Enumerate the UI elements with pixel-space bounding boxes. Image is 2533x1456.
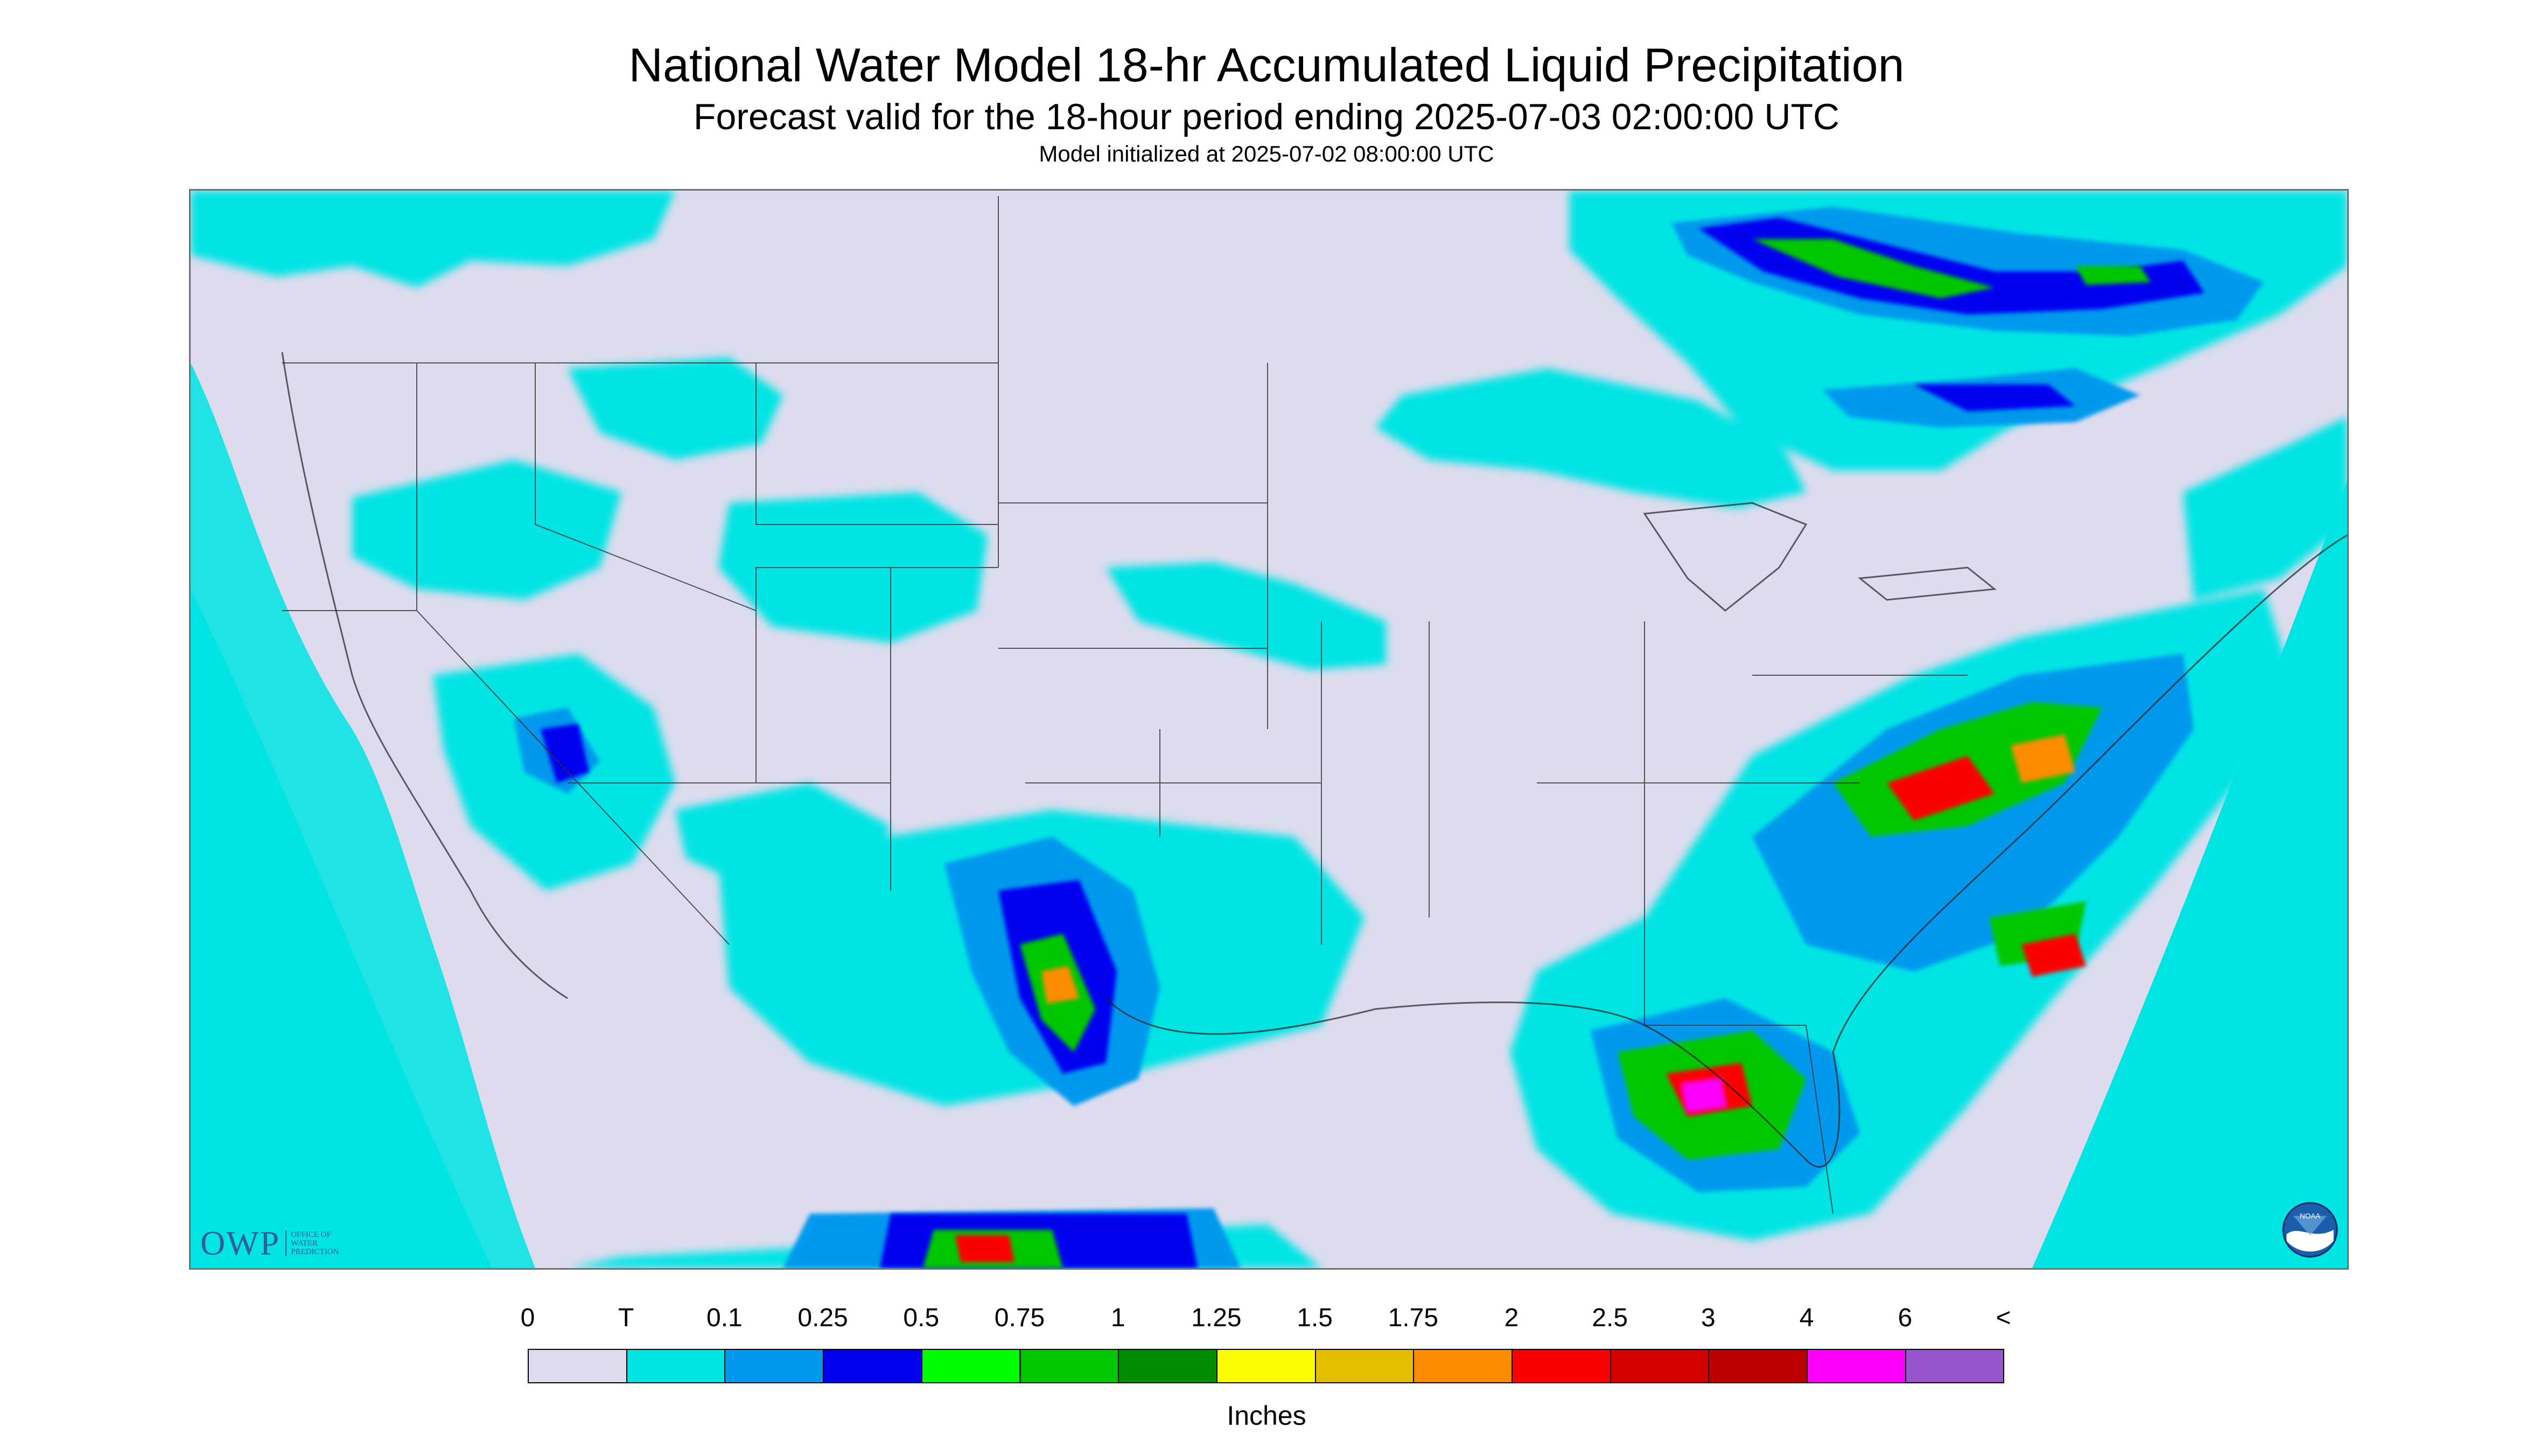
chart-title: National Water Model 18-hr Accumulated L… — [628, 38, 1905, 92]
legend-tick-label: 4 — [1799, 1304, 1814, 1332]
legend-tick-label: 2.5 — [1592, 1304, 1628, 1332]
legend-tick-label: 1.5 — [1297, 1304, 1333, 1332]
legend-tick-label: 0.5 — [903, 1304, 940, 1332]
legend-swatch — [1019, 1349, 1119, 1383]
owp-logo: OWP OFFICE OF WATER PREDICTION — [200, 1223, 366, 1263]
legend-swatch — [1610, 1349, 1710, 1383]
great-lakes — [1643, 502, 1997, 612]
owp-logo-subtitle: OFFICE OF WATER PREDICTION — [285, 1230, 366, 1256]
legend-swatch — [1118, 1349, 1217, 1383]
legend-tick-label: 1 — [1110, 1304, 1125, 1332]
pacific-coast-band — [191, 363, 535, 1268]
legend-swatch — [1413, 1349, 1513, 1383]
state-boundaries — [282, 196, 1968, 1214]
legend-swatch — [1905, 1349, 2005, 1383]
legend-swatch — [1807, 1349, 1906, 1383]
owp-logo-text: OWP — [200, 1224, 281, 1262]
extreme-precip-cores — [955, 734, 2086, 1262]
init-time: Model initialized at 2025-07-02 08:00:00… — [1039, 141, 1494, 166]
legend-swatch — [724, 1349, 824, 1383]
legend-tick-label: 1.75 — [1388, 1304, 1439, 1332]
legend-tick-label: 2 — [1504, 1304, 1519, 1332]
legend-swatch — [1216, 1349, 1316, 1383]
legend-swatch — [1512, 1349, 1611, 1383]
legend-tick-label: < — [1996, 1304, 2011, 1332]
legend-units: Inches — [1227, 1401, 1306, 1431]
legend-tick-label: 1.25 — [1191, 1304, 1242, 1332]
legend-swatch — [1708, 1349, 1808, 1383]
legend-swatch — [1314, 1349, 1415, 1383]
legend-tick-label: T — [618, 1304, 634, 1332]
legend-tick-label: 0.25 — [797, 1304, 848, 1332]
noaa-logo-icon: NOAA — [2282, 1202, 2338, 1258]
legend-tick-label: 3 — [1701, 1304, 1716, 1332]
legend-tick-label: 6 — [1898, 1304, 1913, 1332]
legend-swatch — [528, 1349, 627, 1383]
svg-text:NOAA: NOAA — [2300, 1212, 2320, 1220]
domain-edge-left — [191, 191, 492, 1268]
precipitation-map[interactable] — [189, 189, 2349, 1270]
coastline — [281, 352, 2347, 1168]
legend-swatch — [921, 1349, 1021, 1383]
legend-tick-label: 0 — [520, 1304, 535, 1332]
legend-swatch — [823, 1349, 922, 1383]
chart-subtitle: Forecast valid for the 18-hour period en… — [693, 96, 1840, 137]
domain-edge-right — [2032, 481, 2347, 1268]
legend-swatch — [626, 1349, 726, 1383]
legend-tick-label: 0.1 — [706, 1304, 743, 1332]
legend-tick-label: 0.75 — [994, 1304, 1045, 1332]
